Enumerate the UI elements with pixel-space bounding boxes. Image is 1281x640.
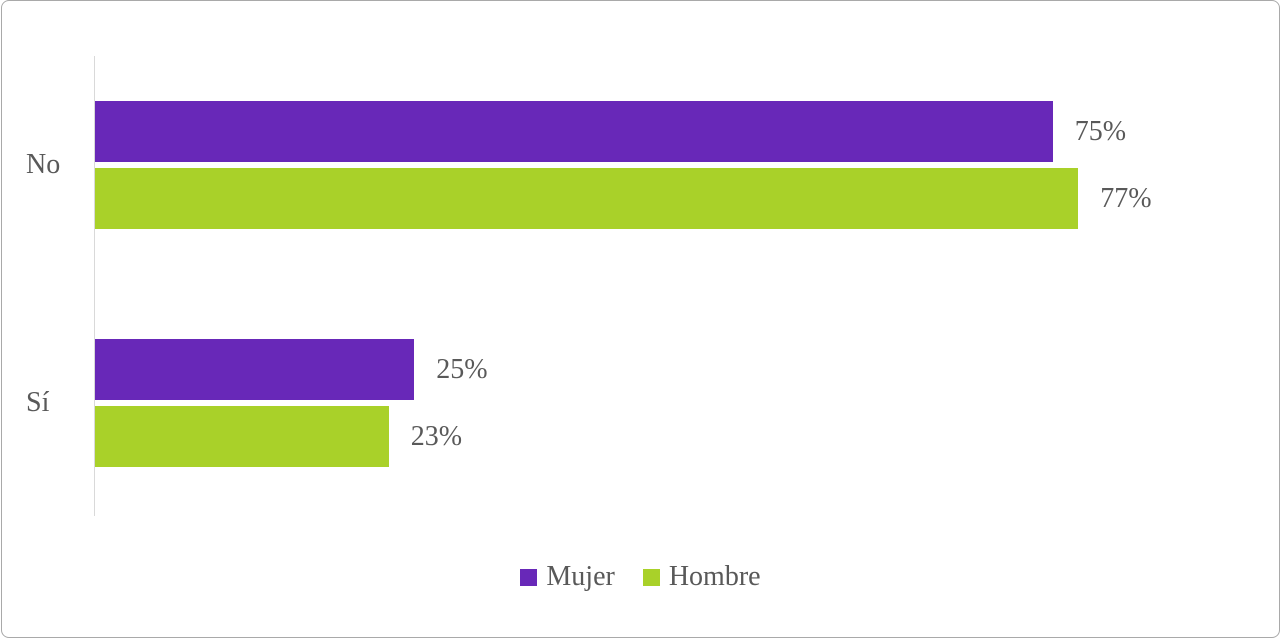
bar-value-label: 25% (436, 353, 488, 385)
y-axis-line (94, 56, 95, 516)
bar-line: 23% (95, 406, 1279, 467)
legend: Mujer Hombre (2, 561, 1279, 593)
bar-value-label: 23% (410, 420, 463, 452)
category-row-no: No 75% 77% (2, 101, 1279, 229)
bar-line: 75% (95, 101, 1279, 162)
bar-group: 75% 77% (95, 101, 1279, 229)
bar-value-label: 77% (1100, 182, 1152, 214)
bar-line: 25% (95, 339, 1279, 400)
bar-group: 25% 23% (95, 339, 1279, 467)
legend-label: Mujer (546, 561, 615, 592)
bar-value-label: 75% (1074, 115, 1127, 147)
bar-line: 77% (95, 168, 1279, 229)
category-row-sí: Sí 25% 23% (2, 339, 1279, 467)
bar-hombre-sí (95, 406, 389, 467)
legend-item-hombre: Hombre (642, 561, 761, 593)
bar-mujer-sí (95, 339, 415, 400)
category-label: Sí (26, 387, 50, 418)
bar-mujer-no (95, 101, 1053, 162)
legend-item-mujer: Mujer (520, 561, 615, 593)
category-label: No (26, 149, 61, 180)
legend-swatch-icon (520, 568, 538, 586)
plot-area: No 75% 77% Sí 25% 23% (2, 56, 1279, 516)
legend-label: Hombre (668, 561, 761, 592)
bar-hombre-no (95, 168, 1079, 229)
legend-swatch-icon (642, 568, 660, 586)
